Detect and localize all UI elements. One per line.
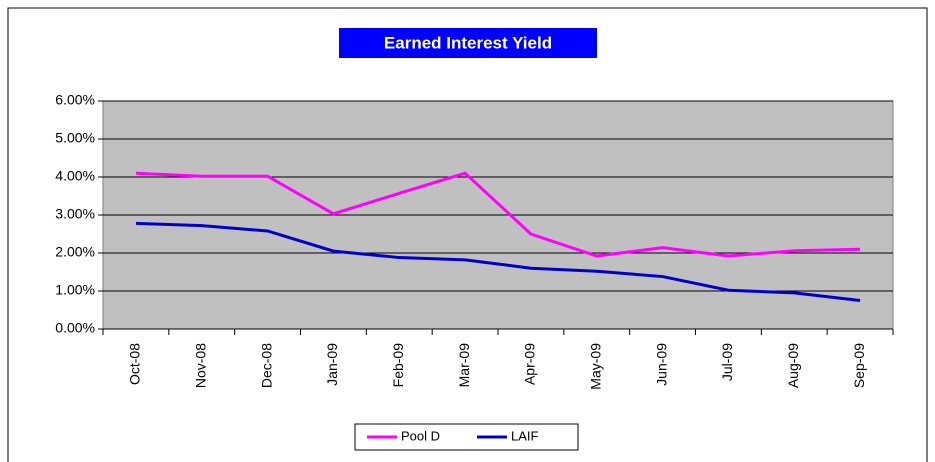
y-tick-label: 4.00% <box>55 168 95 184</box>
x-tick-label: Apr-09 <box>522 343 538 385</box>
title-box <box>339 28 597 58</box>
chart-title: Earned Interest Yield <box>384 33 552 52</box>
x-tick-label: Jun-09 <box>653 343 669 386</box>
legend-label: LAIF <box>511 428 539 443</box>
x-tick-label: Mar-09 <box>456 343 472 388</box>
legend-label: Pool D <box>401 428 440 443</box>
x-tick-label: Aug-09 <box>785 343 801 388</box>
chart-frame <box>7 7 928 462</box>
x-tick-label: May-09 <box>587 343 603 390</box>
y-tick-label: 2.00% <box>55 244 95 260</box>
x-tick-label: Nov-08 <box>192 343 208 388</box>
series-line <box>135 171 861 258</box>
x-tick-label: Jan-09 <box>324 343 340 386</box>
y-tick-label: 3.00% <box>55 206 95 222</box>
x-tick-label: Oct-08 <box>127 343 143 385</box>
y-tick-label: 0.00% <box>55 320 95 336</box>
y-tick-label: 1.00% <box>55 282 95 298</box>
series-line <box>135 221 861 302</box>
x-tick-label: Feb-09 <box>390 343 406 388</box>
y-tick-label: 5.00% <box>55 130 95 146</box>
x-tick-label: Jul-09 <box>719 343 735 381</box>
x-tick-label: Sep-09 <box>851 343 867 388</box>
y-tick-label: 6.00% <box>55 92 95 108</box>
x-tick-label: Dec-08 <box>258 343 274 388</box>
